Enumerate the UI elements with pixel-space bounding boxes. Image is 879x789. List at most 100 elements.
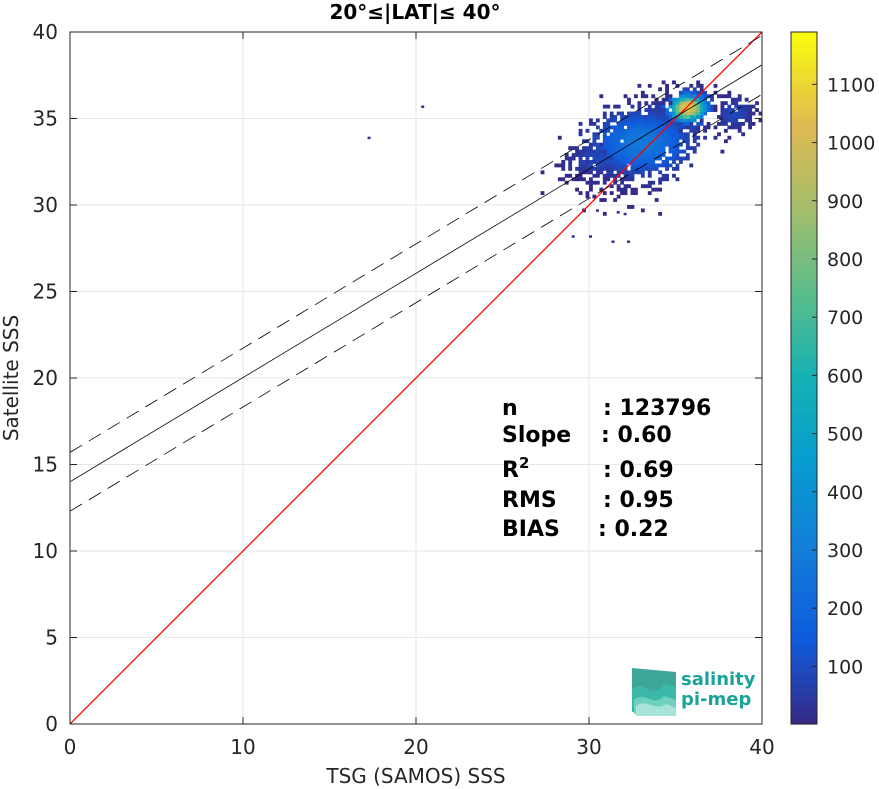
colorbar-tick-label: 800 [827,249,863,271]
colorbar-segment [791,539,817,546]
stray-point [367,136,371,140]
density-cell [613,166,618,171]
density-cell [613,132,618,137]
density-cell [633,111,638,116]
colorbar-segment [791,118,817,125]
density-cell [561,160,566,164]
density-cell [637,128,642,133]
density-cell [568,163,573,168]
density-cell [592,135,597,140]
density-cell [599,149,604,154]
density-cell [592,156,597,161]
stats-value-bias: : 0.22 [598,517,669,542]
density-cell [589,149,593,154]
density-cell [661,146,666,151]
density-cell [640,94,645,99]
density-cell [609,163,614,168]
density-cell [682,111,687,116]
density-cell [647,125,652,130]
density-cell [661,132,666,137]
density-cell [647,121,652,126]
colorbar-segment [791,158,817,166]
density-cell [613,118,618,123]
y-tick-label: 35 [33,107,58,131]
stats-value-slope: : 0.60 [601,423,672,448]
density-cell [627,149,631,154]
density-cell [727,94,732,99]
density-cell [620,153,624,157]
colorbar-segment [791,314,817,321]
colorbar-segment [791,245,817,252]
density-cell [623,160,628,164]
colorbar-segment [791,683,817,690]
colorbar-segment [791,360,817,368]
density-cell [627,156,631,161]
density-cell [647,139,652,144]
density-cell [640,208,645,213]
density-cell [730,97,735,102]
density-cell [654,128,659,133]
density-cell [613,135,618,140]
colorbar-segment [791,233,817,241]
colorbar-segment [791,579,817,587]
colorbar-segment [791,170,817,177]
density-cell [685,125,690,130]
colorbar-segment [791,274,817,281]
stray-point [623,212,627,216]
density-cell [647,166,652,171]
colorbar-segment [791,101,817,108]
density-cell [717,132,721,137]
density-cell [647,118,652,123]
colorbar-segment [791,510,817,517]
density-cell [699,104,704,109]
density-cell [627,170,631,175]
density-cell [689,83,694,88]
density-cell [647,149,652,154]
colorbar-tick-label: 1000 [827,133,875,155]
density-cell [620,160,624,164]
density-cell [668,111,673,116]
density-cell [727,118,732,123]
density-cell [651,115,656,119]
density-cell [685,153,690,157]
x-tick-label: 40 [749,735,774,759]
density-cell [616,194,621,199]
density-cell [658,149,663,154]
density-cell [609,156,614,161]
density-cell [661,108,666,112]
density-cell [651,180,656,185]
density-cell [609,170,614,175]
density-cell [633,163,638,168]
density-cell [640,135,645,140]
colorbar-segment [791,130,817,137]
density-cell [644,94,649,99]
density-cell [637,160,642,164]
axis-ticks: 0 10 20 30 40 0 5 10 15 20 25 30 35 40 [33,20,775,759]
colorbar-segment [791,504,817,512]
colorbar-tick-label: 500 [827,424,863,446]
density-cell [647,132,652,137]
y-tick-label: 5 [45,626,58,650]
density-cell [651,101,656,106]
density-cell [630,166,635,171]
colorbar-segment [791,418,817,425]
density-cell [647,160,652,164]
density-cell [696,90,701,95]
density-cell [647,83,652,88]
colorbar-segment [791,654,817,662]
stray-point [627,240,631,243]
density-cell [609,173,614,178]
density-cell [703,128,708,133]
density-cell [599,94,604,99]
density-cell [606,170,611,175]
density-cell [585,180,590,185]
density-cell [654,163,659,168]
density-cell [640,125,645,130]
density-cell [675,153,680,157]
density-cell [633,187,638,192]
y-tick-label: 40 [33,20,58,44]
density-cell [557,177,562,182]
density-cell [630,135,635,140]
density-cell [585,166,590,171]
density-cell [602,121,607,126]
